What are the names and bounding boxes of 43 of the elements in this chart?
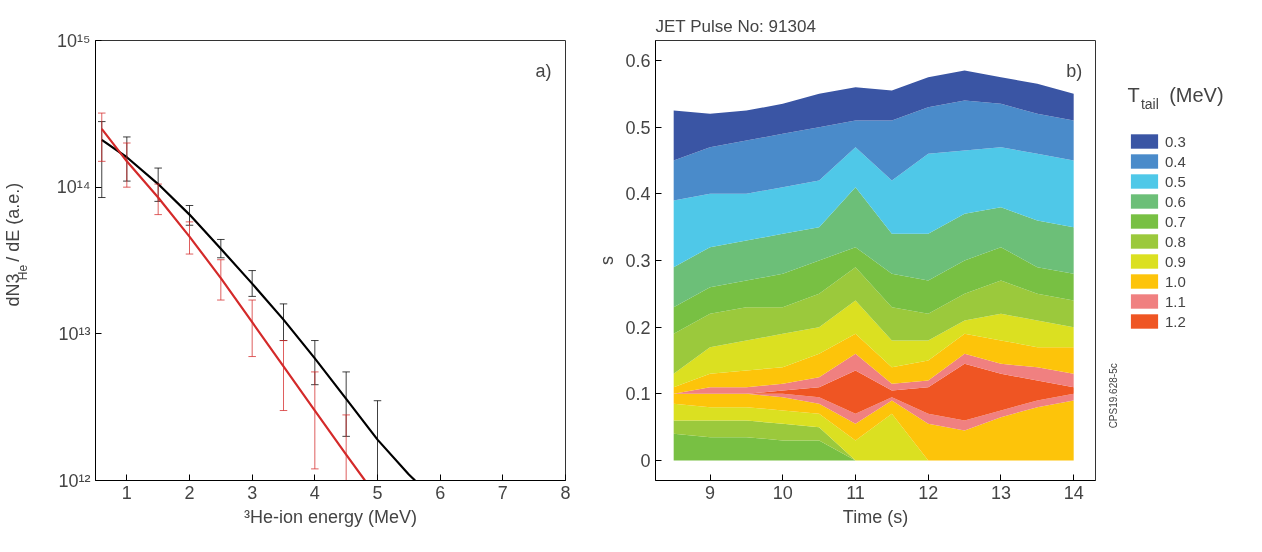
legend-label: 0.3 [1165,132,1186,150]
legend-label: 0.6 [1165,192,1186,210]
x-tick-label: 10 [772,482,793,503]
x-tick-label: 1 [121,482,132,503]
x-tick-label: 9 [705,482,716,503]
y-tick-label: 0.1 [625,384,651,405]
x-tick-label: 4 [309,482,320,503]
y-axis-title: dN3He / dE (a.e.) [2,182,30,307]
y-tick-label: 10¹⁵ [57,30,91,51]
legend-label: 0.9 [1165,252,1186,270]
x-tick-label: 14 [1063,482,1084,503]
x-tick-label: 2 [184,482,195,503]
y-tick-label: 0 [640,451,651,471]
x-tick-label: 8 [560,482,571,503]
legend-label: 1.1 [1165,292,1186,310]
x-tick-label: 12 [918,482,939,503]
y-tick-label: 10¹² [58,470,91,491]
legend-label: 0.5 [1165,172,1186,190]
x-tick-label: 7 [497,482,508,503]
legend-label: 1.0 [1165,272,1186,290]
y-tick-label: 0.5 [625,117,651,138]
annotation: b) [1066,61,1083,82]
x-axis-title: ³He-ion energy (MeV) [243,506,418,527]
y-tick-label: 0.4 [625,184,651,205]
x-tick-label: 5 [372,482,383,503]
y-tick-label: 0.3 [625,251,651,271]
annotation: a) [535,61,552,82]
x-tick-label: 6 [435,482,446,503]
text: CPS19.628-5c [1108,363,1119,429]
legend-label: 0.7 [1165,212,1186,230]
legend-label: 0.4 [1165,152,1186,170]
x-tick-label: 13 [990,482,1011,503]
legend-label: 0.8 [1165,232,1186,250]
y-axis-title: s [597,256,618,265]
legend-label: 1.2 [1165,312,1186,330]
y-tick-label: 0.2 [625,317,651,338]
x-axis-title: Time (s) [842,506,909,527]
x-tick-label: 3 [247,482,258,503]
chart-title: JET Pulse No: 91304 [655,16,816,36]
y-tick-label: 10¹³ [58,323,91,344]
y-tick-label: 10¹⁴ [56,177,91,198]
x-tick-label: 11 [846,482,865,503]
y-tick-label: 0.6 [625,51,651,71]
